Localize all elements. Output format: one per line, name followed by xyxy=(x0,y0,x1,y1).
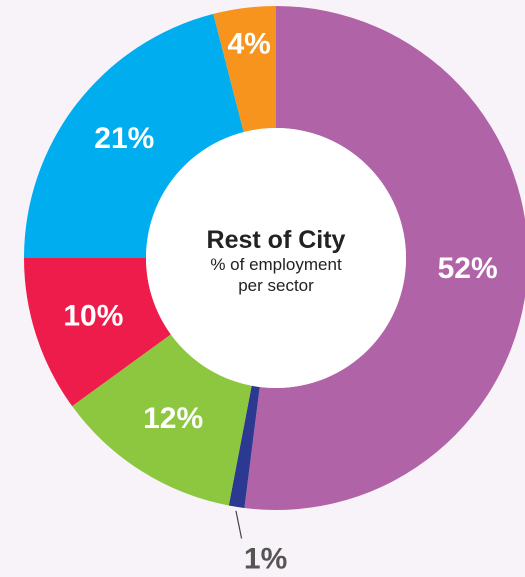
slice xyxy=(24,13,244,259)
chart-subtitle: % of employment per sector xyxy=(210,255,342,295)
value-label: 52% xyxy=(438,252,498,285)
value-label: 21% xyxy=(94,122,154,155)
value-label: 4% xyxy=(227,28,270,61)
value-label: 12% xyxy=(143,402,203,435)
slice xyxy=(213,6,276,133)
leader-line xyxy=(235,510,243,539)
value-label: 1% xyxy=(244,542,287,575)
slice xyxy=(23,258,171,407)
center-label: Rest of City % of employment per sector xyxy=(196,226,356,296)
chart-title: Rest of City xyxy=(206,226,346,254)
slice xyxy=(244,6,525,510)
value-label: 10% xyxy=(63,299,123,332)
slice xyxy=(72,334,252,506)
slice xyxy=(228,385,260,509)
donut-hole xyxy=(146,128,406,388)
